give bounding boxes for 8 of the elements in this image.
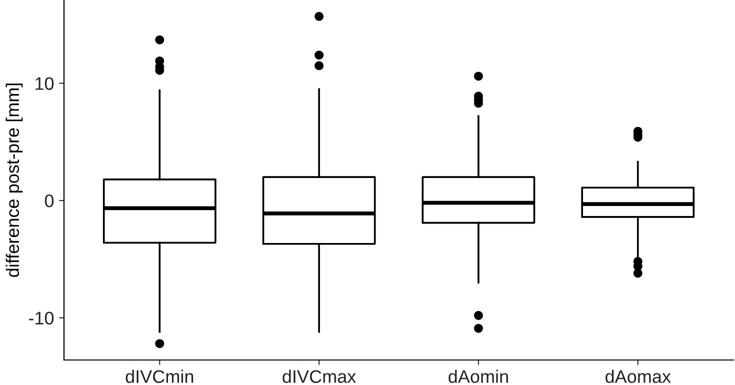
y-tick-label: 0	[44, 194, 54, 208]
y-axis-title: difference post-pre [mm]	[6, 84, 23, 277]
x-tick-label: dIVCmax	[282, 370, 356, 383]
y-tick-label: -10	[28, 312, 54, 325]
x-tick-label: dAomin	[448, 370, 508, 383]
x-tick-label: dIVCmin	[126, 370, 194, 383]
y-tick-label: 10	[36, 77, 54, 90]
x-tick-label: dAomax	[606, 370, 671, 383]
